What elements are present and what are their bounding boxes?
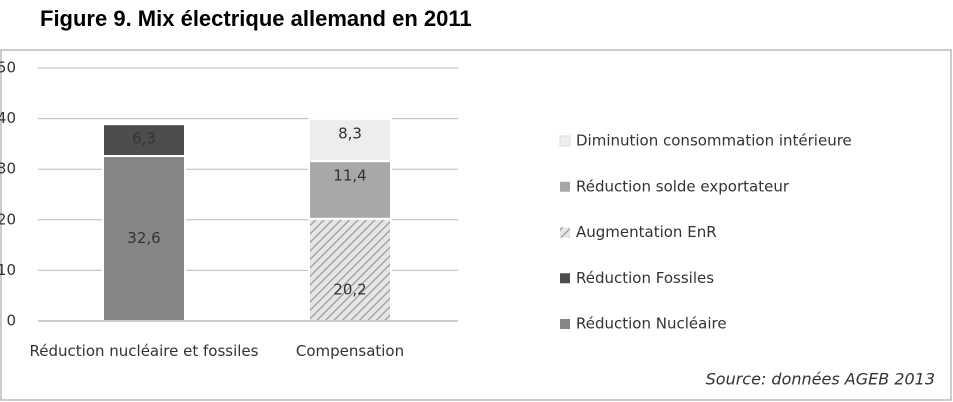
bar-segment [308,217,392,322]
y-tick-label: 30 [0,160,16,178]
y-tick-label: 20 [0,210,16,228]
y-tick-label: 10 [0,261,16,279]
legend-swatch [560,319,570,329]
chart-title: Figure 9. Mix électrique allemand en 201… [40,6,472,31]
y-tick-label: 50 [0,59,16,77]
x-tick-label: Réduction nucléaire et fossiles [29,342,259,360]
legend-swatch [560,181,570,192]
value-label: 32,6 [127,229,160,247]
bar-segment [308,118,392,163]
legend-swatch [559,135,571,147]
chart-frame [0,49,952,401]
value-label: 11,4 [333,167,366,185]
legend-label: Réduction Nucléaire [576,315,727,333]
legend-swatch [560,273,570,284]
legend-label: Augmentation EnR [576,223,717,241]
legend-label: Réduction solde exportateur [576,177,790,195]
value-label: 8,3 [338,125,362,143]
source: Source: données AGEB 2013 [706,370,935,389]
y-tick-label: 0 [6,312,16,330]
legend-swatch [560,227,570,238]
legend-label: Réduction Fossiles [576,269,714,287]
x-tick-label: Compensation [295,342,405,360]
value-label: 6,3 [132,130,156,148]
bar-segment [102,123,186,158]
y-tick-label: 40 [0,109,16,127]
legend-label: Diminution consommation intérieure [576,132,852,150]
value-label: 20,2 [333,280,366,298]
bar-segment [308,160,392,220]
